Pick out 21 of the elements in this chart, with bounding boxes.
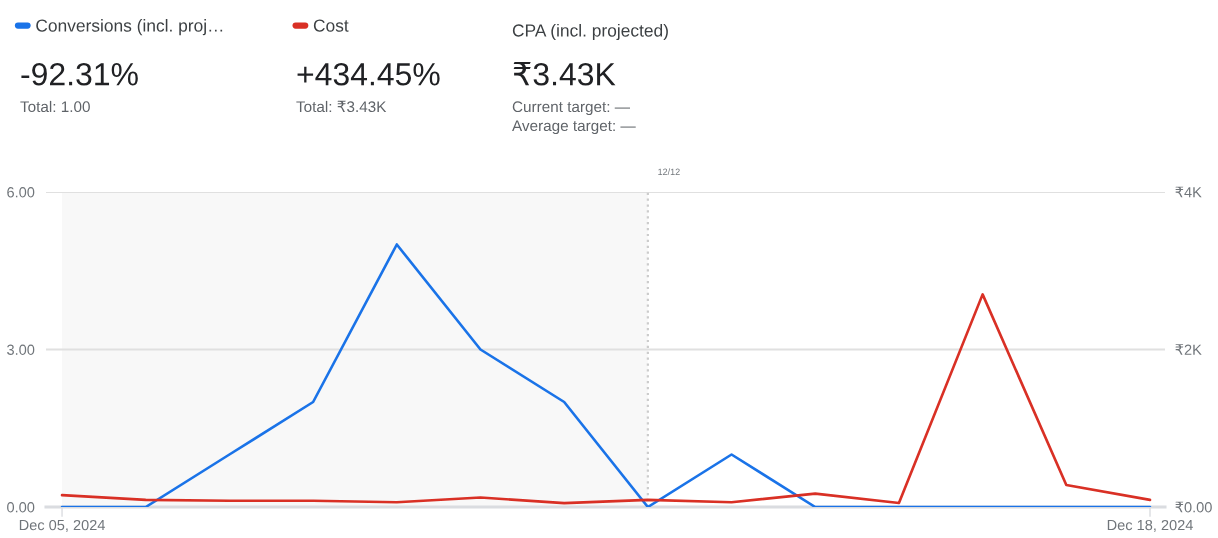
y-tick-label: 3.00: [7, 344, 35, 355]
legend-label: Conversions (incl. proj…: [36, 19, 223, 36]
text: Average target: —: [512, 120, 636, 135]
text: -92.31%: [21, 62, 138, 86]
text: CPA (incl. projected): [512, 23, 668, 41]
text: ₹3.43K: [513, 61, 616, 86]
text: Total: ₹3.43K: [296, 100, 387, 113]
ref-line-label: 12/12: [658, 168, 680, 175]
x-tick-label: Dec 18, 2024: [1107, 519, 1193, 532]
text: +434.45%: [297, 62, 440, 86]
legend-label: Cost: [313, 19, 349, 32]
y-tick-label: 0.00: [7, 502, 35, 513]
y-tick-label: 6.00: [7, 187, 35, 198]
y2-tick-label: ₹0.00: [1175, 501, 1212, 513]
line-series: [60, 243, 1152, 507]
line-series: [60, 293, 1152, 505]
y2-tick-label: ₹2K: [1175, 344, 1202, 355]
x-tick-label: Dec 05, 2024: [19, 519, 105, 532]
text: Current target: —: [512, 101, 631, 116]
text: Total: 1.00: [20, 100, 90, 113]
y2-tick-label: ₹4K: [1175, 186, 1202, 198]
